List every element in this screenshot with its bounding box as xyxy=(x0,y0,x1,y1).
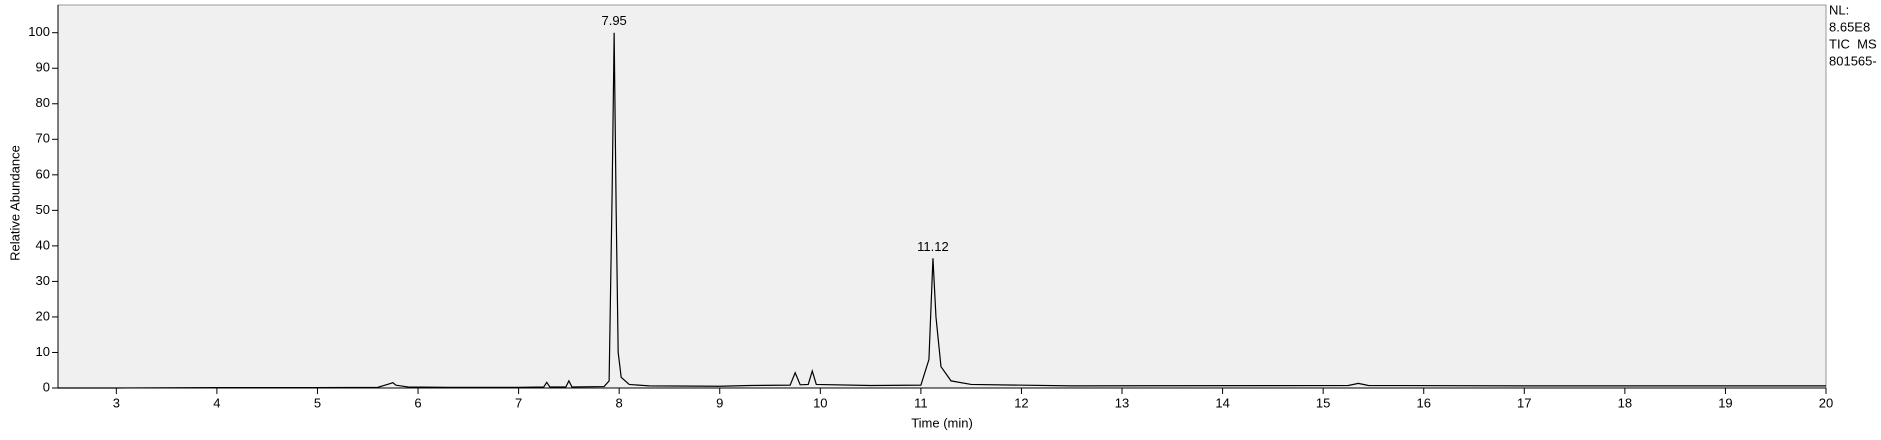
y-tick-label: 20 xyxy=(36,308,50,323)
side-info: NL: xyxy=(1829,2,1849,17)
y-tick-label: 40 xyxy=(36,237,50,252)
y-tick-label: 100 xyxy=(28,24,50,39)
peak-label: 7.95 xyxy=(601,13,626,28)
y-tick-label: 30 xyxy=(36,273,50,288)
trace xyxy=(58,32,1826,389)
y-tick-label: 50 xyxy=(36,202,50,217)
y-tick-label: 80 xyxy=(36,95,50,110)
side-info: 8.65E8 xyxy=(1829,19,1870,34)
x-tick-label: 18 xyxy=(1618,395,1632,410)
x-tick-label: 9 xyxy=(716,395,723,410)
y-tick-label: 60 xyxy=(36,166,50,181)
side-info: TIC MS xyxy=(1829,36,1877,51)
x-tick-label: 16 xyxy=(1416,395,1430,410)
y-tick-label: 90 xyxy=(36,60,50,75)
x-tick-label: 6 xyxy=(414,395,421,410)
x-axis-label: Time (min) xyxy=(911,415,973,430)
y-axis-label: Relative Abundance xyxy=(7,145,22,261)
x-tick-label: 20 xyxy=(1819,395,1833,410)
y-tick-label: 10 xyxy=(36,344,50,359)
x-tick-label: 17 xyxy=(1517,395,1531,410)
x-tick-label: 11 xyxy=(914,395,928,410)
x-tick-label: 7 xyxy=(515,395,522,410)
x-tick-label: 19 xyxy=(1718,395,1732,410)
y-tick-label: 0 xyxy=(43,379,50,394)
x-tick-label: 8 xyxy=(616,395,623,410)
x-tick-label: 3 xyxy=(113,395,120,410)
peak-label: 11.12 xyxy=(917,239,949,254)
x-tick-label: 4 xyxy=(213,395,220,410)
x-tick-label: 13 xyxy=(1115,395,1129,410)
y-tick-label: 70 xyxy=(36,131,50,146)
x-tick-label: 14 xyxy=(1215,395,1229,410)
plot-area xyxy=(57,4,1827,389)
x-tick-label: 15 xyxy=(1316,395,1330,410)
x-tick-label: 10 xyxy=(813,395,827,410)
x-tick-label: 5 xyxy=(314,395,321,410)
side-info: 801565- xyxy=(1829,53,1877,68)
x-tick-label: 12 xyxy=(1014,395,1028,410)
